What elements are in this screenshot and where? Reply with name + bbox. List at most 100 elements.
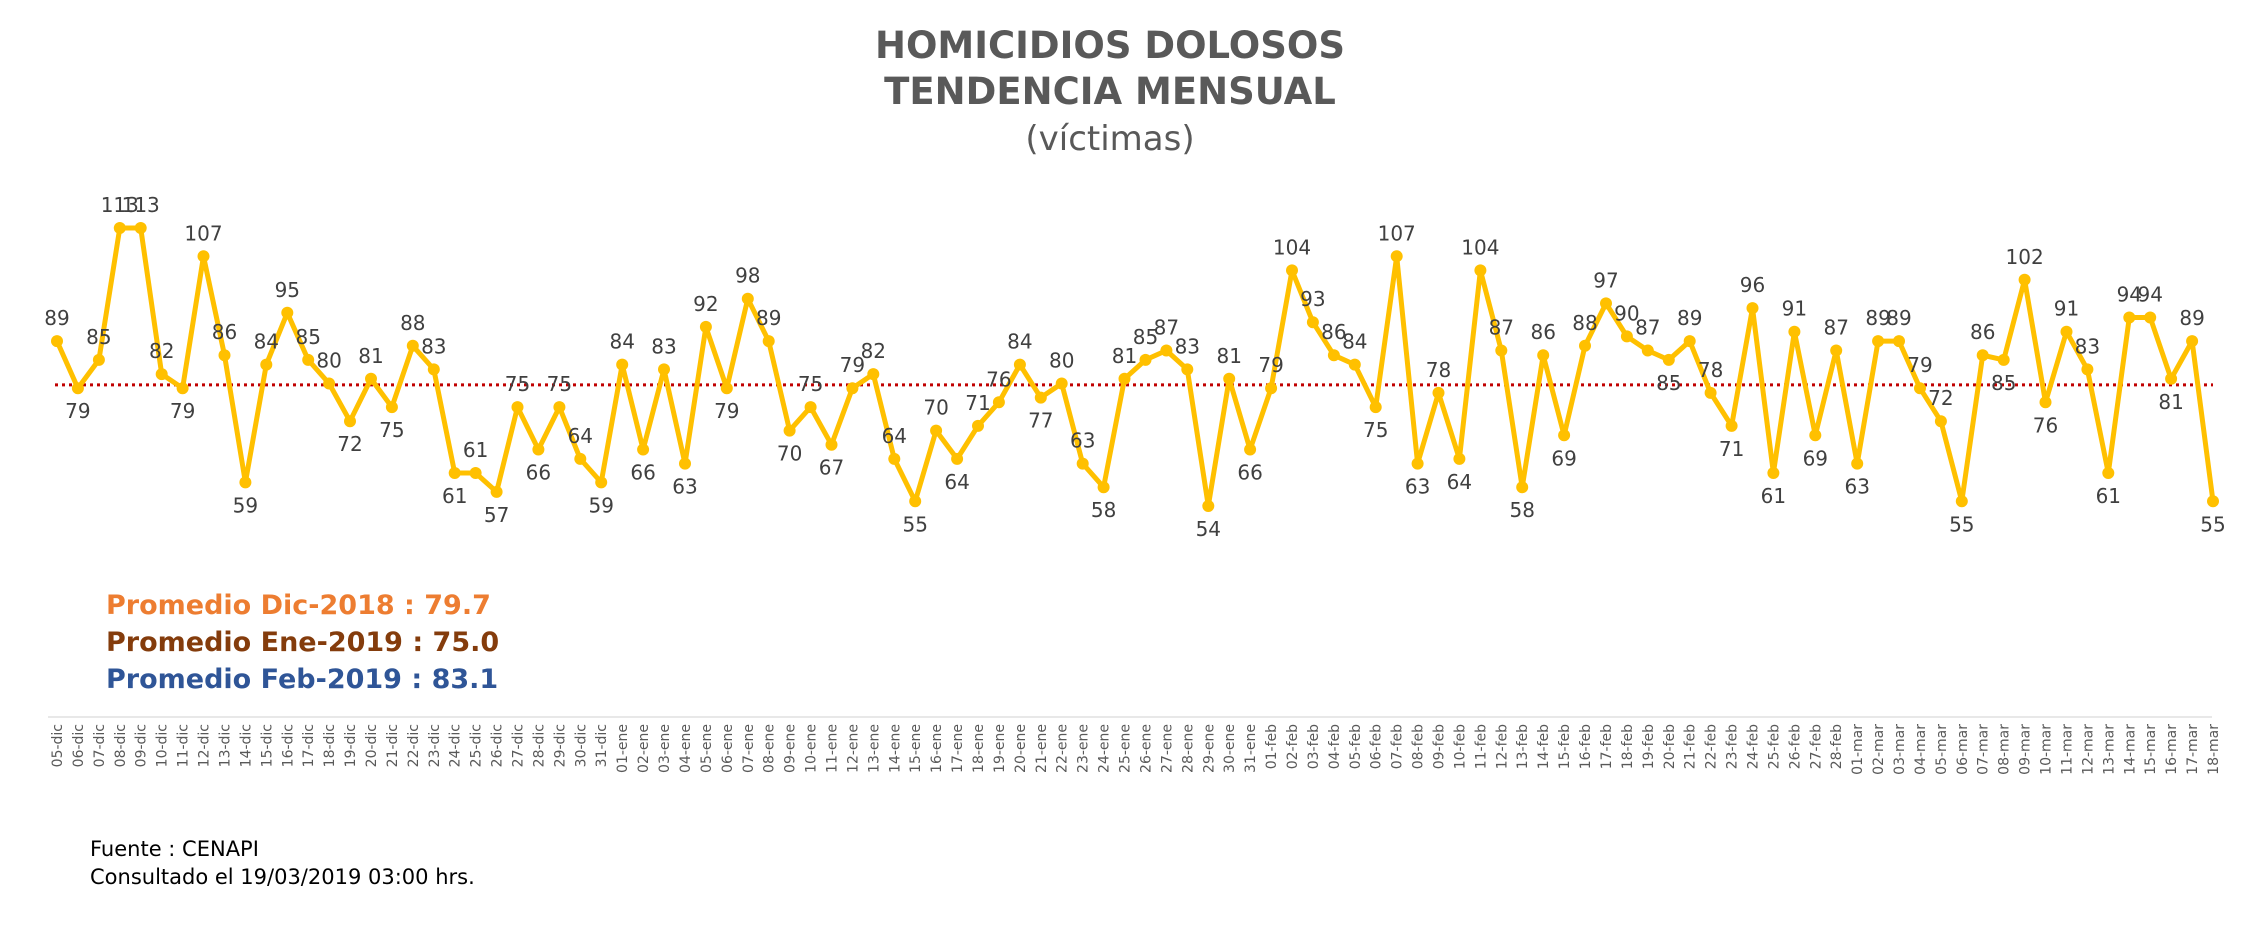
x-tick-label: 18-dic xyxy=(322,724,338,767)
data-point xyxy=(239,476,252,489)
data-point xyxy=(51,335,63,348)
data-label: 70 xyxy=(923,396,948,420)
data-point xyxy=(2123,311,2136,324)
data-label: 63 xyxy=(672,475,697,499)
data-point xyxy=(2039,396,2052,409)
x-tick-label: 06-ene xyxy=(720,724,736,773)
data-label: 79 xyxy=(1258,353,1283,377)
data-point xyxy=(1725,419,1738,432)
data-point xyxy=(1914,382,1926,395)
data-point xyxy=(972,419,984,432)
data-point xyxy=(1641,344,1654,357)
data-label: 63 xyxy=(1844,475,1869,499)
data-point xyxy=(1788,325,1801,338)
x-tick-label: 29-ene xyxy=(1201,724,1217,773)
data-label: 89 xyxy=(44,306,69,330)
chart-subtitle: TENDENCIA MENSUAL xyxy=(884,70,1336,113)
data-point xyxy=(1558,429,1571,442)
x-tick-label: 04-feb xyxy=(1327,724,1343,769)
x-tick-label: 19-feb xyxy=(1641,724,1657,769)
data-label: 77 xyxy=(1028,409,1053,433)
data-label: 84 xyxy=(1342,330,1367,354)
x-tick-label: 15-mar xyxy=(2143,724,2159,775)
data-label: 83 xyxy=(421,334,446,358)
data-label: 91 xyxy=(2054,297,2079,321)
data-point xyxy=(1369,401,1382,414)
data-point xyxy=(281,306,294,319)
x-tick-label: 15-dic xyxy=(259,724,275,767)
data-point xyxy=(951,452,964,465)
data-point xyxy=(1683,335,1696,348)
average-feb-2019: Promedio Feb-2019 : 83.1 xyxy=(106,664,498,695)
data-label: 64 xyxy=(1447,470,1472,494)
x-tick-label: 26-ene xyxy=(1139,724,1155,773)
data-label: 71 xyxy=(1719,437,1744,461)
data-label: 97 xyxy=(1593,268,1618,292)
x-tick-label: 04-ene xyxy=(678,724,694,773)
data-label: 57 xyxy=(484,503,509,527)
data-label: 98 xyxy=(735,264,760,288)
data-label: 96 xyxy=(1740,273,1765,297)
x-tick-label: 29-dic xyxy=(552,724,568,767)
data-point xyxy=(197,250,210,263)
data-point xyxy=(1537,349,1550,362)
x-tick-label: 12-dic xyxy=(197,724,213,767)
data-point xyxy=(448,467,461,479)
data-label: 59 xyxy=(233,493,258,517)
data-point xyxy=(553,401,566,414)
x-tick-label: 21-ene xyxy=(1034,724,1050,773)
data-label: 66 xyxy=(1237,461,1262,485)
x-tick-label: 23-ene xyxy=(1076,724,1092,773)
average-dic-2018: Promedio Dic-2018 : 79.7 xyxy=(106,590,491,621)
data-label: 85 xyxy=(1656,371,1681,395)
data-point xyxy=(1181,363,1194,376)
data-point xyxy=(1997,353,2010,366)
x-tick-label: 01-feb xyxy=(1264,724,1280,769)
x-tick-label: 18-mar xyxy=(2206,724,2222,775)
data-point xyxy=(846,382,859,395)
data-label: 69 xyxy=(1551,446,1576,470)
x-tick-label: 11-mar xyxy=(2060,724,2076,775)
data-label: 93 xyxy=(1300,287,1325,311)
x-tick-label: 06-feb xyxy=(1369,724,1385,769)
data-label: 79 xyxy=(170,399,195,423)
chart-title: HOMICIDIOS DOLOSOS xyxy=(875,24,1345,67)
data-label: 61 xyxy=(442,484,467,508)
x-tick-label: 26-dic xyxy=(490,724,506,767)
x-tick-label: 08-feb xyxy=(1411,724,1427,769)
data-point xyxy=(1830,344,1843,357)
data-label: 87 xyxy=(1823,316,1848,340)
data-point xyxy=(595,476,608,489)
x-tick-label: 13-ene xyxy=(866,724,882,773)
x-tick-label: 07-feb xyxy=(1390,724,1406,769)
x-tick-label: 10-dic xyxy=(155,724,171,767)
data-label: 85 xyxy=(1991,371,2016,395)
data-label: 92 xyxy=(693,292,718,316)
data-label: 66 xyxy=(526,461,551,485)
data-point xyxy=(1223,372,1236,385)
data-point xyxy=(1662,353,1675,366)
data-label: 85 xyxy=(295,325,320,349)
data-label: 61 xyxy=(2096,484,2121,508)
data-label: 87 xyxy=(1489,316,1514,340)
data-point xyxy=(218,349,231,362)
data-point xyxy=(720,382,733,395)
data-point xyxy=(134,222,147,234)
x-tick-label: 14-dic xyxy=(238,724,254,767)
x-tick-label: 16-mar xyxy=(2164,724,2180,775)
data-label: 78 xyxy=(1698,358,1723,382)
data-label: 89 xyxy=(1886,306,1911,330)
x-tick-label: 11-feb xyxy=(1473,724,1489,769)
x-tick-label: 12-ene xyxy=(845,724,861,773)
data-label: 81 xyxy=(1216,344,1241,368)
data-point xyxy=(176,382,189,395)
data-point xyxy=(2081,363,2094,376)
x-tick-label: 13-mar xyxy=(2101,724,2117,775)
x-tick-label: 02-mar xyxy=(1871,724,1887,775)
data-label: 104 xyxy=(1461,235,1499,259)
data-label: 72 xyxy=(337,432,362,456)
data-point xyxy=(1055,377,1068,390)
data-label: 72 xyxy=(1928,386,1953,410)
x-tick-label: 25-feb xyxy=(1766,724,1782,769)
data-label: 83 xyxy=(2075,334,2100,358)
